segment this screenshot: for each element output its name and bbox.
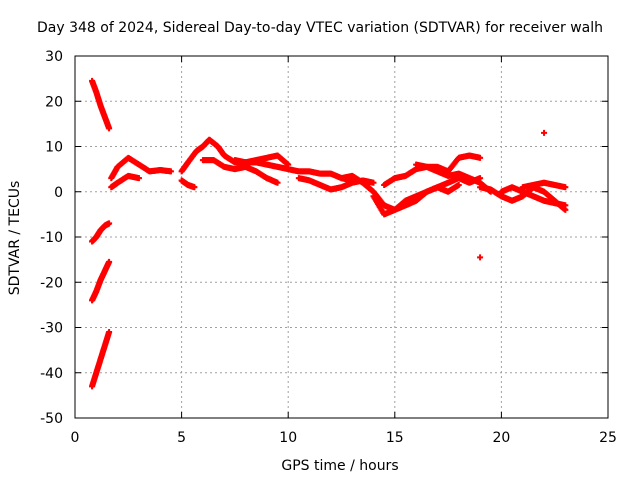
y-axis-label: SDTVAR / TECUs (7, 181, 23, 296)
y-tick-label: -40 (40, 366, 63, 382)
y-tick-label: 20 (45, 94, 63, 110)
data-point (106, 329, 113, 336)
y-tick-label: -20 (40, 275, 63, 291)
data-point (106, 220, 113, 227)
x-tick-label: 25 (599, 430, 617, 446)
data-points (89, 77, 569, 390)
data-point (541, 129, 548, 136)
x-axis-label: GPS time / hours (281, 458, 398, 474)
x-tick-label: 15 (386, 430, 404, 446)
x-tick-label: 10 (279, 430, 297, 446)
y-tick-label: 30 (45, 49, 63, 65)
data-point (135, 175, 142, 182)
y-tick-label: -50 (40, 411, 63, 427)
data-point (562, 184, 569, 191)
data-point (455, 181, 462, 188)
y-tick-label: -30 (40, 321, 63, 337)
axes: 0 5 10 15 20 25 -50 -40 -30 -20 -10 0 10 20 30 (40, 49, 617, 446)
x-tick-label: 5 (177, 430, 186, 446)
data-point (106, 258, 113, 265)
data-point (167, 168, 174, 175)
data-point (477, 254, 484, 261)
chart-title: Day 348 of 2024, Sidereal Day-to-day VTE… (37, 20, 603, 36)
data-point (106, 125, 113, 132)
x-tick-label: 0 (71, 430, 80, 446)
y-tick-label: 10 (45, 140, 63, 156)
y-tick-label: -10 (40, 230, 63, 246)
x-tick-label: 20 (492, 430, 510, 446)
grid (75, 56, 608, 418)
data-point (477, 154, 484, 161)
data-point (274, 179, 281, 186)
y-tick-label: 0 (54, 185, 63, 201)
data-point (562, 202, 569, 209)
data-point (370, 179, 377, 186)
data-point (191, 184, 198, 191)
